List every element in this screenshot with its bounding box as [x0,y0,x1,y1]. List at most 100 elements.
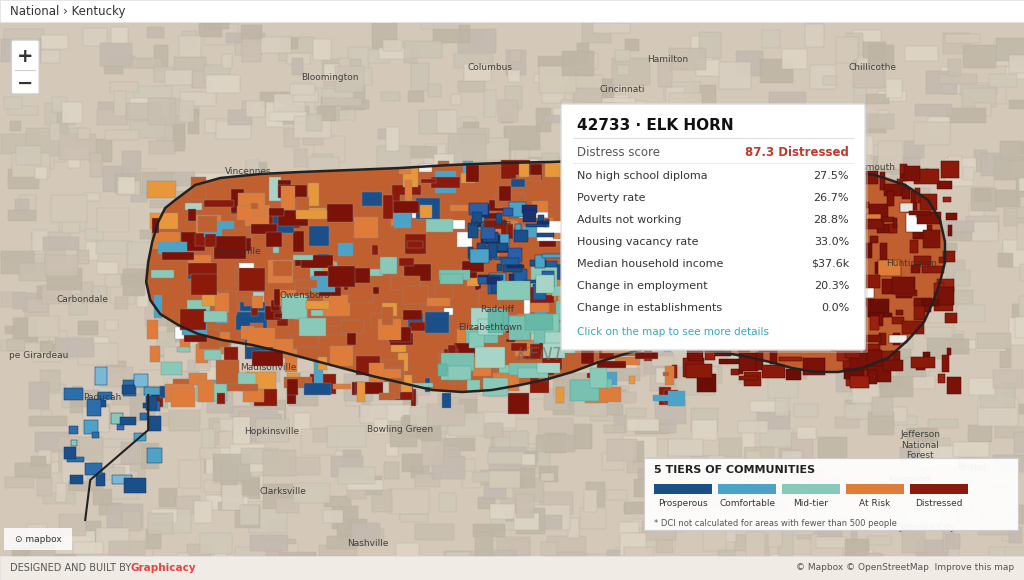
Bar [147,320,158,339]
Bar [509,316,530,340]
Bar [100,43,132,66]
Bar [502,113,513,122]
Bar [604,334,626,345]
Bar [433,218,456,229]
Bar [584,346,614,356]
Bar [534,505,570,530]
Bar [32,253,48,270]
Bar [735,52,764,76]
Bar [247,328,275,347]
Bar [484,90,496,117]
Bar [595,216,622,226]
Bar [278,180,291,197]
Bar [1005,383,1016,408]
Bar [743,273,761,295]
Bar [798,292,806,307]
Bar [472,357,483,371]
Bar [442,393,452,408]
Bar [590,179,599,185]
Bar [877,260,895,285]
Bar [73,542,103,554]
Bar [644,458,1018,530]
Bar [710,270,716,283]
Bar [221,480,250,496]
Bar [415,455,430,464]
Bar [379,48,411,59]
Bar [398,303,410,318]
Bar [751,304,760,313]
Bar [772,166,782,182]
Bar [218,502,239,510]
Bar [719,62,752,89]
Bar [918,212,941,224]
Bar [602,346,627,353]
Bar [766,168,778,187]
Bar [565,131,584,140]
Bar [30,149,44,172]
Bar [975,189,990,201]
Bar [823,76,837,85]
Bar [466,329,498,343]
Bar [180,329,190,351]
Bar [792,184,808,190]
Bar [712,468,723,480]
Bar [672,365,677,378]
Text: Cincinnati: Cincinnati [599,85,645,95]
Bar [20,195,36,218]
Bar [977,334,1011,349]
Bar [379,393,394,400]
Bar [624,332,638,351]
Bar [1,292,27,307]
Bar [482,310,509,331]
Bar [152,232,179,249]
Bar [582,20,611,43]
Bar [337,97,350,117]
Bar [217,232,230,244]
Bar [514,513,540,530]
Bar [777,514,814,535]
Bar [590,394,620,421]
Bar [426,219,454,233]
Bar [402,310,422,320]
Bar [689,197,719,209]
Bar [902,188,910,199]
Bar [334,223,365,237]
Bar [9,121,20,131]
Bar [254,389,276,405]
Bar [725,255,748,268]
Bar [688,491,728,508]
Bar [615,547,637,571]
Bar [773,230,809,246]
Bar [582,103,620,114]
Bar [790,230,801,241]
Bar [407,241,423,248]
Bar [148,99,176,125]
Bar [729,328,739,342]
Bar [347,480,383,490]
Bar [490,383,520,397]
Bar [442,398,477,419]
Bar [861,242,872,258]
Bar [230,407,265,417]
Bar [584,102,615,112]
Bar [217,393,224,404]
Text: 28.8%: 28.8% [813,215,849,225]
Bar [519,162,528,177]
Bar [356,356,380,375]
Bar [879,321,898,330]
Bar [110,82,138,92]
Bar [311,298,338,319]
Bar [403,264,431,281]
Bar [739,340,778,358]
Bar [673,332,686,339]
Bar [301,255,333,269]
Bar [719,358,740,364]
Bar [499,375,538,389]
Bar [780,472,817,488]
Bar [243,100,253,110]
Bar [489,447,526,470]
Bar [532,507,566,516]
Bar [417,338,440,358]
Bar [946,340,976,349]
Bar [85,229,103,240]
